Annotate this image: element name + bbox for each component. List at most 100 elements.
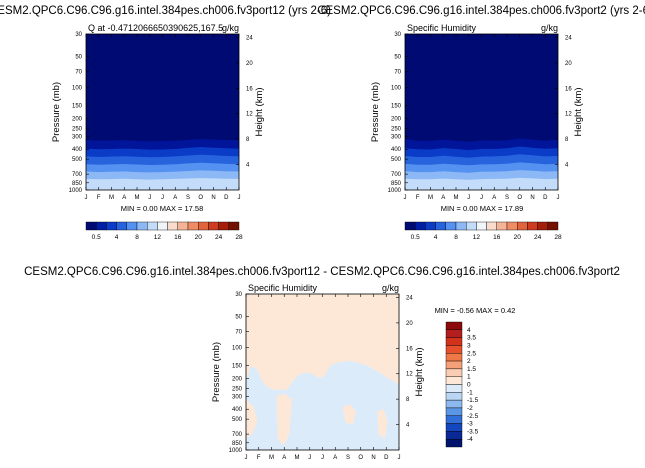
colorbar-cell (445, 221, 457, 231)
colorbar-cell (415, 221, 426, 231)
colorbar-cell (425, 221, 436, 231)
colorbar-label: 12 (473, 234, 481, 241)
pressure-tick-label: 400 (391, 147, 402, 153)
colorbar-cell (517, 221, 528, 231)
height-tick-label: 16 (406, 346, 413, 352)
colorbar-cell (157, 221, 168, 231)
colorbar-label: 1.5 (467, 366, 476, 373)
colorbar-cell (445, 384, 463, 393)
colorbar-label: 0.5 (411, 234, 420, 241)
colorbar-cell (228, 221, 240, 231)
colorbar-label: -2 (467, 405, 473, 412)
colorbar-label: 24 (534, 234, 542, 241)
x-tick-label: J (398, 455, 401, 461)
pressure-tick-label: 1000 (229, 448, 243, 454)
contour-positive-region (246, 399, 258, 438)
height-tick-label: 4 (246, 163, 250, 169)
chart-panel-fv3port2: CESM2.QPC6.C96.C96.g16.intel.384pes.ch00… (317, 5, 645, 241)
chart-panel-fv3port12: CESM2.QPC6.C96.C96.g16.intel.384pes.ch00… (0, 5, 331, 241)
colorbar-label: 16 (493, 234, 501, 241)
pressure-tick-label: 1000 (69, 188, 83, 194)
x-tick-label: A (441, 195, 445, 201)
colorbar-label: 4 (115, 234, 119, 241)
pressure-tick-label: 400 (72, 147, 83, 153)
colorbar-cell (445, 438, 463, 448)
x-tick-label: J (161, 195, 164, 201)
x-tick-label: A (173, 195, 177, 201)
pressure-tick-label: 150 (232, 364, 243, 370)
y-axis-title-right: Height (km) (573, 87, 584, 136)
colorbar-cell (445, 376, 463, 385)
colorbar-label: -1.5 (467, 397, 479, 404)
pressure-tick-label: 250 (232, 386, 243, 392)
colorbar-cell (177, 221, 189, 231)
colorbar-label: 16 (174, 234, 182, 241)
colorbar-label: 2.5 (467, 350, 476, 357)
pressure-tick-label: 200 (232, 376, 243, 382)
colorbar-cell (95, 221, 107, 231)
x-tick-label: A (492, 195, 496, 201)
colorbar-cell (445, 353, 463, 362)
colorbar-label: 28 (554, 234, 562, 241)
x-tick-label: J (245, 455, 248, 461)
min-max-readout: MIN = 0.00 MAX = 17.58 (121, 204, 204, 213)
contour-positive-region (342, 404, 356, 425)
pressure-tick-label: 300 (391, 134, 402, 140)
colorbar-cell (445, 329, 463, 338)
units-label: g/kg (382, 283, 399, 293)
pressure-tick-label: 1000 (388, 188, 402, 194)
colorbar-cell (527, 221, 538, 231)
min-max-readout: MIN = -0.56 MAX = 0.42 (435, 306, 516, 315)
height-tick-label: 20 (565, 61, 572, 67)
x-tick-label: F (97, 195, 101, 201)
colorbar-label: -1 (467, 389, 473, 396)
colorbar-label: -4 (467, 436, 473, 443)
y-axis-title-right: Height (km) (254, 87, 265, 136)
pressure-tick-label: 250 (391, 126, 402, 132)
pressure-tick-label: 500 (72, 157, 83, 163)
y-axis-title: Pressure (mb) (51, 82, 62, 142)
colorbar-cell (106, 221, 117, 231)
colorbar-label: 4 (434, 234, 438, 241)
x-tick-label: J (480, 195, 483, 201)
colorbar-cell (167, 221, 179, 231)
pressure-tick-label: 70 (75, 70, 82, 76)
x-tick-label: M (109, 195, 114, 201)
colorbar-cell (547, 221, 559, 231)
height-tick-label: 4 (565, 163, 569, 169)
pressure-tick-label: 850 (391, 181, 402, 187)
pressure-tick-label: 500 (232, 417, 243, 423)
colorbar-cell (445, 407, 463, 416)
colorbar-label: 8 (454, 234, 458, 241)
height-tick-label: 24 (406, 295, 413, 301)
panel-subtitle: Q at -0.4712066650390625,167.5 (88, 23, 223, 33)
x-tick-label: J (308, 455, 311, 461)
contour-band (405, 177, 558, 190)
x-tick-label: J (148, 195, 151, 201)
x-tick-label: S (186, 195, 190, 201)
x-tick-label: A (282, 455, 286, 461)
colorbar-cell (537, 221, 548, 231)
x-tick-label: N (530, 195, 534, 201)
colorbar-label: 1 (467, 374, 471, 381)
x-tick-label: J (238, 195, 241, 201)
x-tick-label: A (122, 195, 126, 201)
pressure-tick-label: 700 (232, 432, 243, 438)
contour-positive-region (377, 409, 388, 439)
x-tick-label: D (224, 195, 229, 201)
x-tick-label: O (358, 455, 363, 461)
height-tick-label: 16 (565, 86, 572, 92)
y-axis-title-right: Height (km) (414, 347, 425, 396)
x-tick-label: N (211, 195, 215, 201)
x-tick-label: F (416, 195, 420, 201)
pressure-tick-label: 70 (394, 70, 401, 76)
colorbar-label: 20 (195, 234, 203, 241)
colorbar-cell (486, 221, 498, 231)
pressure-tick-label: 300 (72, 134, 83, 140)
colorbar-label: 0 (467, 382, 471, 389)
height-tick-label: 16 (246, 86, 253, 92)
colorbar-label: 3 (467, 342, 471, 349)
x-tick-label: D (543, 195, 548, 201)
x-tick-label: F (257, 455, 261, 461)
colorbar-cell (445, 345, 463, 354)
